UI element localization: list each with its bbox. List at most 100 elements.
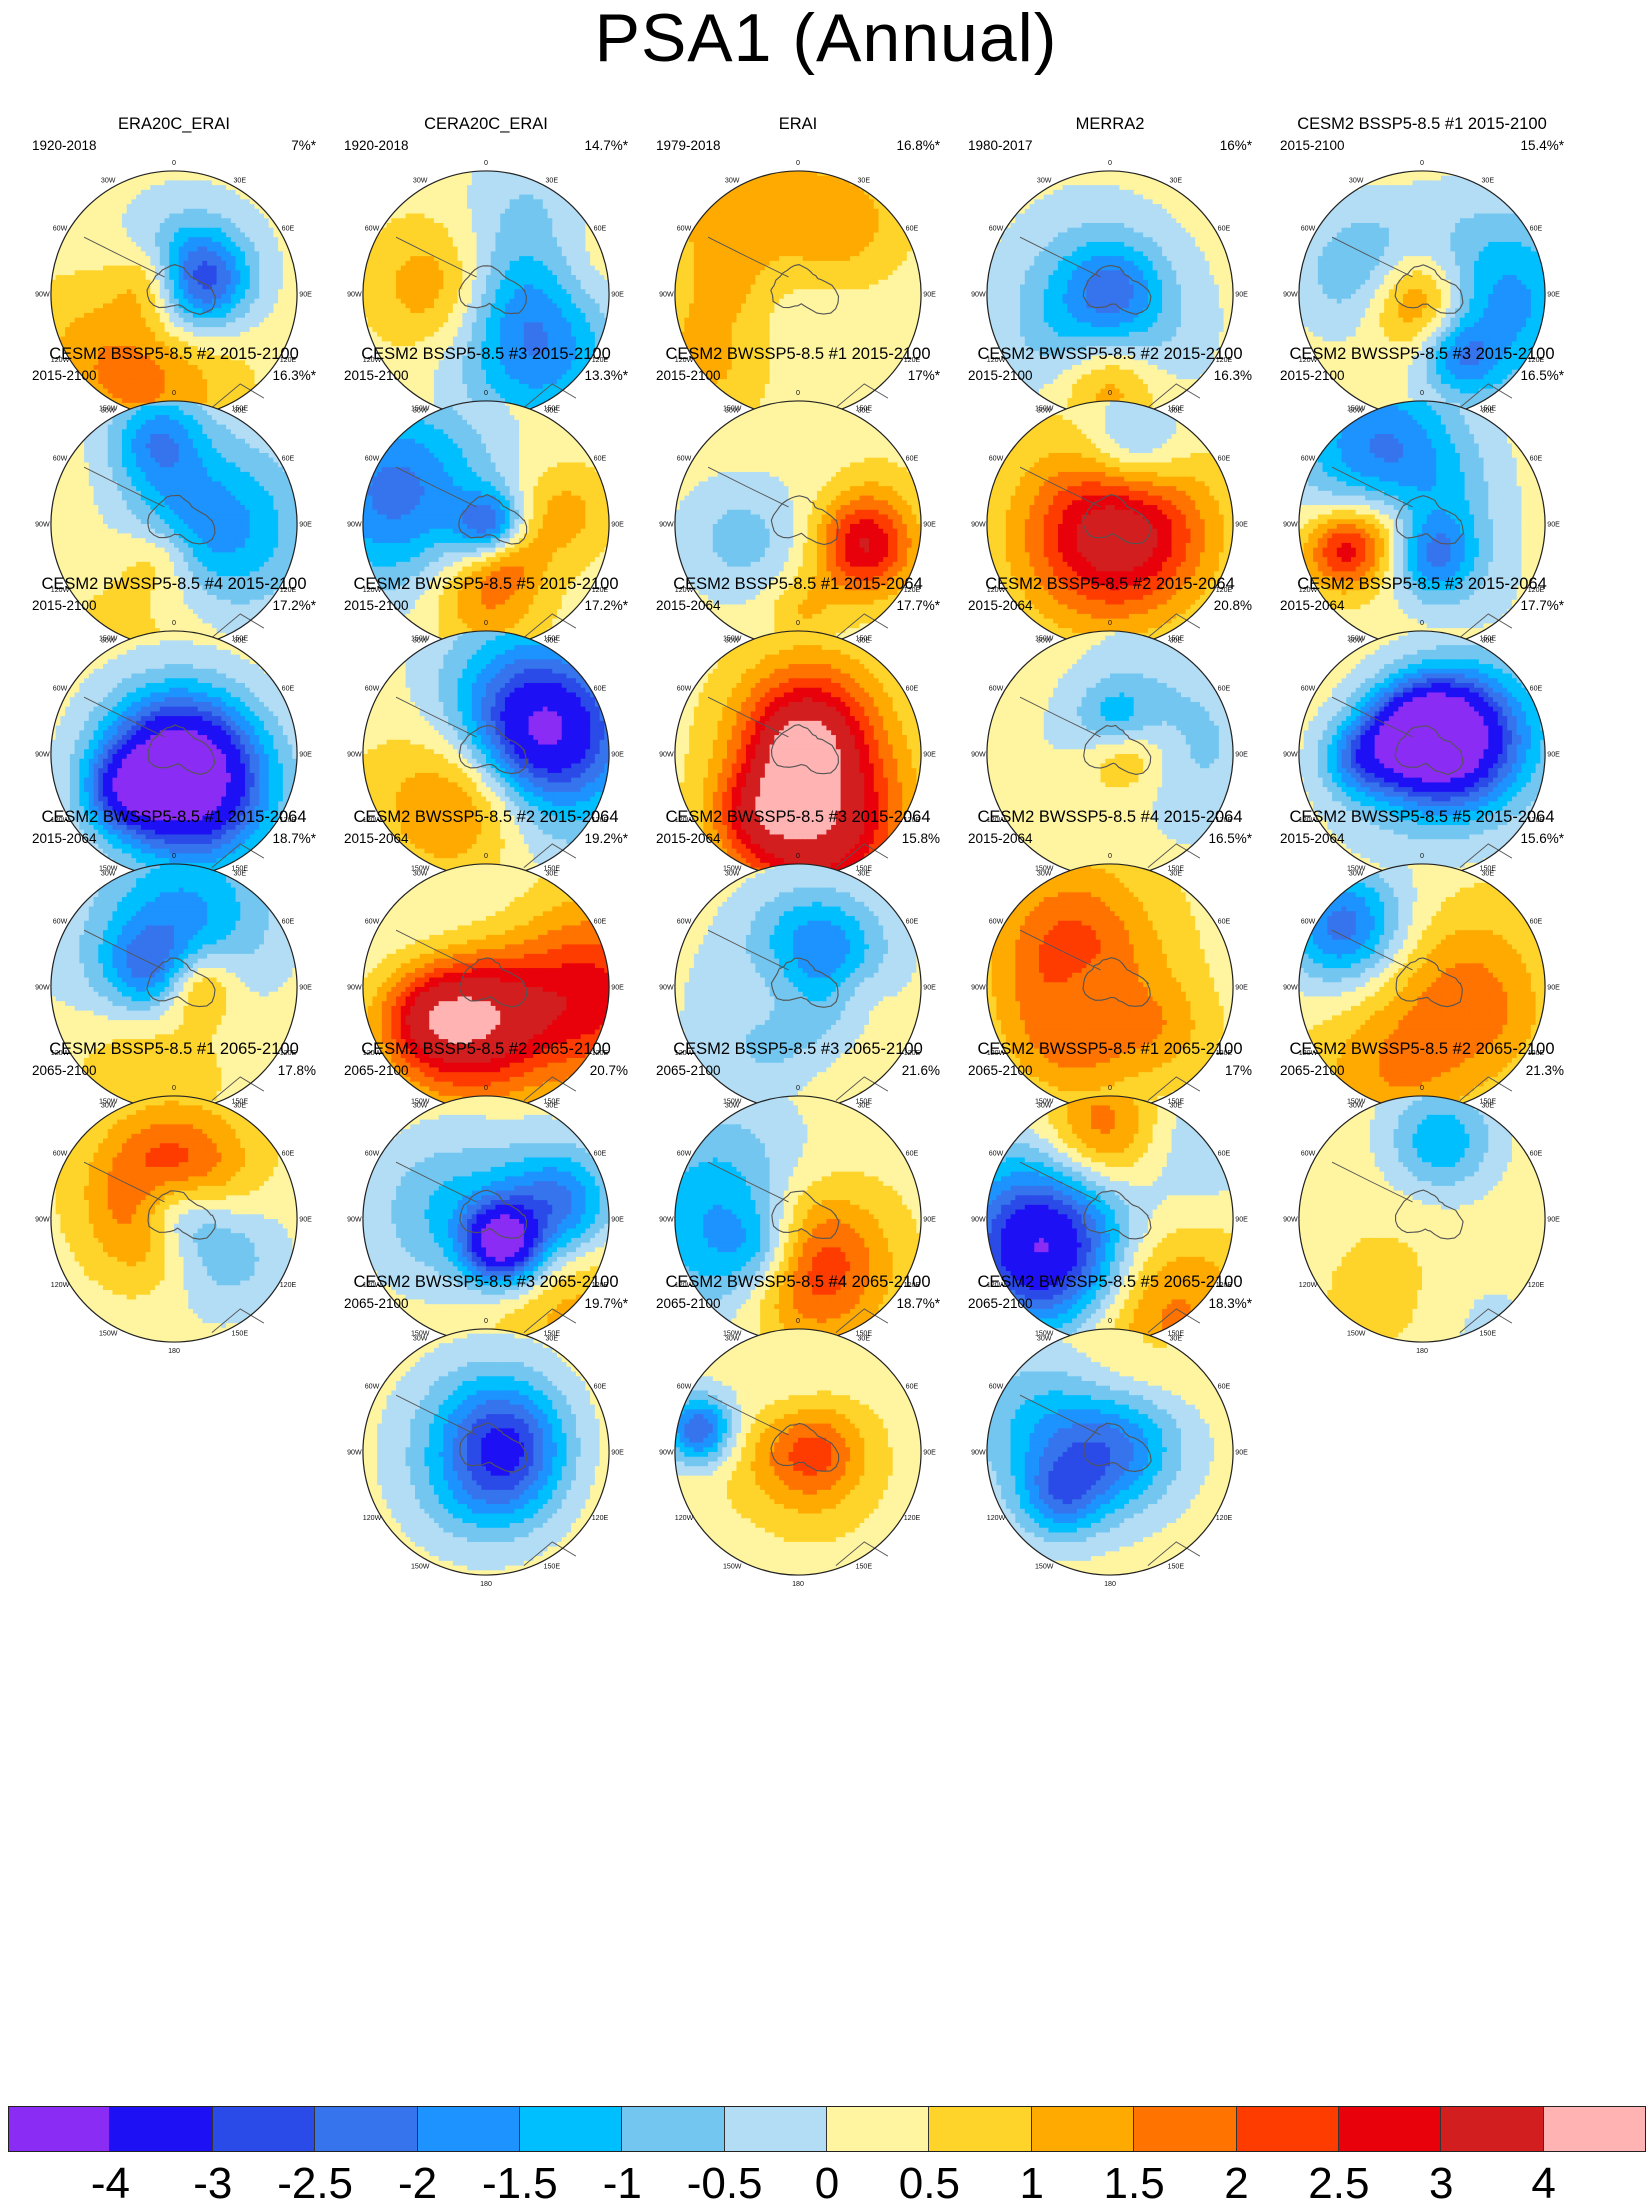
longitude-label: 30W <box>1037 869 1052 877</box>
panel-title: CESM2 BWSSP5-8.5 #1 2065-2100 <box>950 1039 1270 1059</box>
longitude-label: 0 <box>172 389 176 397</box>
longitude-label: 90E <box>1235 1215 1248 1223</box>
longitude-label: 90W <box>35 983 50 991</box>
longitude-label: 90W <box>347 983 362 991</box>
longitude-label: 30W <box>1037 176 1052 184</box>
longitude-label: 30E <box>1169 636 1182 644</box>
longitude-label: 120E <box>592 1514 609 1522</box>
longitude-label: 60W <box>365 918 380 926</box>
longitude-label: 90E <box>923 520 936 528</box>
panel-title: ERAI <box>638 114 958 134</box>
longitude-label: 180 <box>168 1347 180 1355</box>
longitude-label: 30E <box>857 176 870 184</box>
panel-title: CESM2 BWSSP5-8.5 #1 2015-2100 <box>638 344 958 364</box>
panel-title: CESM2 BWSSP5-8.5 #3 2015-2100 <box>1262 344 1582 364</box>
longitude-label: 0 <box>484 852 488 860</box>
longitude-label: 30E <box>545 636 558 644</box>
longitude-label: 60W <box>989 685 1004 693</box>
longitude-label: 30W <box>725 1101 740 1109</box>
longitude-label: 90W <box>1283 750 1298 758</box>
longitude-label: 30W <box>413 1334 428 1342</box>
panel-title: CESM2 BWSSP5-8.5 #2 2065-2100 <box>1262 1039 1582 1059</box>
longitude-label: 150W <box>723 1562 742 1570</box>
longitude-label: 30E <box>857 1334 870 1342</box>
longitude-label: 90W <box>347 1215 362 1223</box>
colorbar <box>8 2106 1646 2152</box>
longitude-label: 90W <box>35 750 50 758</box>
longitude-label: 60E <box>1218 918 1231 926</box>
longitude-label: 60E <box>1218 685 1231 693</box>
colorbar-tick-label: -0.5 <box>687 2160 763 2208</box>
longitude-label: 60E <box>1218 225 1231 233</box>
longitude-label: 90E <box>299 983 312 991</box>
longitude-label: 90E <box>611 290 624 298</box>
longitude-label: 60E <box>906 1383 919 1391</box>
longitude-label: 90E <box>923 983 936 991</box>
longitude-label: 30E <box>233 636 246 644</box>
longitude-label: 30E <box>233 1101 246 1109</box>
panel-title: CESM2 BWSSP5-8.5 #4 2065-2100 <box>638 1272 958 1292</box>
colorbar-tick-label: 0 <box>815 2160 839 2208</box>
longitude-label: 120E <box>1216 1514 1233 1522</box>
longitude-label: 90E <box>611 1215 624 1223</box>
longitude-label: 60E <box>1530 1150 1543 1158</box>
longitude-label: 120W <box>51 1281 70 1289</box>
longitude-label: 90E <box>299 1215 312 1223</box>
longitude-label: 60E <box>906 455 919 463</box>
longitude-label: 60E <box>594 225 607 233</box>
panel-title: CESM2 BSSP5-8.5 #1 2065-2100 <box>14 1039 334 1059</box>
longitude-label: 60E <box>282 225 295 233</box>
longitude-label: 120W <box>675 1514 694 1522</box>
longitude-label: 90W <box>659 983 674 991</box>
longitude-label: 90E <box>611 520 624 528</box>
longitude-label: 60E <box>1530 225 1543 233</box>
longitude-label: 60W <box>677 918 692 926</box>
longitude-label: 30W <box>1349 176 1364 184</box>
colorbar-swatch <box>1237 2106 1339 2152</box>
longitude-label: 150E <box>232 1329 249 1337</box>
longitude-label: 0 <box>172 1084 176 1092</box>
colorbar-swatch <box>1032 2106 1134 2152</box>
colorbar-tick-label: 2.5 <box>1308 2160 1369 2208</box>
longitude-label: 60W <box>1301 455 1316 463</box>
longitude-label: 150W <box>99 1329 118 1337</box>
longitude-label: 30W <box>413 406 428 414</box>
longitude-label: 60E <box>1218 455 1231 463</box>
longitude-label: 150E <box>856 1562 873 1570</box>
longitude-label: 30W <box>1037 1101 1052 1109</box>
colorbar-tick-label: -2 <box>398 2160 437 2208</box>
longitude-label: 60E <box>594 918 607 926</box>
longitude-label: 60W <box>677 1150 692 1158</box>
colorbar-tick-label: 4 <box>1531 2160 1555 2208</box>
longitude-label: 0 <box>484 1084 488 1092</box>
longitude-label: 60W <box>989 918 1004 926</box>
longitude-label: 150E <box>1480 1329 1497 1337</box>
longitude-label: 150W <box>411 1562 430 1570</box>
longitude-label: 30W <box>101 636 116 644</box>
longitude-label: 60E <box>594 685 607 693</box>
longitude-label: 90E <box>1547 520 1560 528</box>
longitude-label: 30E <box>1169 406 1182 414</box>
longitude-label: 30W <box>725 869 740 877</box>
panel-title: CESM2 BWSSP5-8.5 #2 2015-2064 <box>326 807 646 827</box>
longitude-label: 0 <box>1420 1084 1424 1092</box>
longitude-label: 90E <box>1235 750 1248 758</box>
longitude-label: 60W <box>53 1150 68 1158</box>
longitude-label: 90E <box>299 750 312 758</box>
longitude-label: 30E <box>545 1101 558 1109</box>
longitude-label: 90E <box>1547 750 1560 758</box>
colorbar-tick-label: 1.5 <box>1104 2160 1165 2208</box>
longitude-label: 0 <box>796 389 800 397</box>
longitude-label: 90E <box>1235 983 1248 991</box>
longitude-label: 120E <box>1528 1281 1545 1289</box>
colorbar-tick-label: -1.5 <box>482 2160 558 2208</box>
longitude-label: 0 <box>1108 619 1112 627</box>
longitude-label: 30E <box>545 176 558 184</box>
longitude-label: 30E <box>233 406 246 414</box>
panel-title: CESM2 BWSSP5-8.5 #1 2015-2064 <box>14 807 334 827</box>
longitude-label: 60E <box>282 685 295 693</box>
longitude-label: 60W <box>53 455 68 463</box>
panel-title: CESM2 BWSSP5-8.5 #4 2015-2100 <box>14 574 334 594</box>
longitude-label: 60W <box>365 685 380 693</box>
